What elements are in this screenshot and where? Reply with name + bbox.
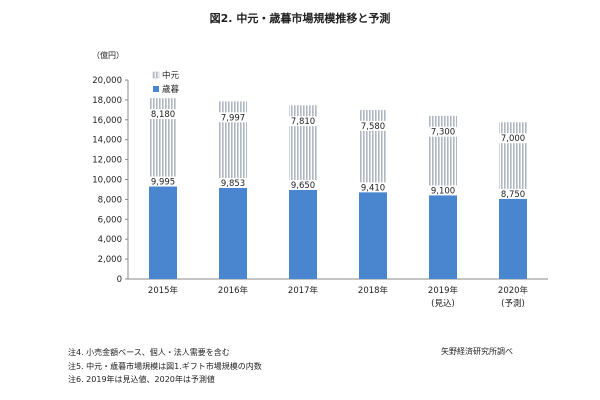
footnote-6: 注6. 2019年は見込値、2020年は予測値: [68, 375, 215, 384]
data-label-chugen: 7,997: [221, 113, 245, 123]
legend-label-chugen: 中元: [162, 70, 180, 81]
y-axis-unit-label: （億円）: [92, 51, 124, 60]
data-label-chugen: 7,580: [361, 122, 385, 132]
legend-swatch-chugen: [152, 71, 160, 79]
data-label-seibo: 8,750: [501, 190, 525, 200]
y-tick-label: 2,000: [98, 255, 122, 265]
footnotes: 注4. 小売金額ベース、個人・法人需要を含む 注5. 中元・歳暮市場規模は図1.…: [68, 346, 262, 387]
y-tick-label: 16,000: [92, 116, 122, 126]
bar-chugen: [499, 122, 527, 192]
y-tick-label: 6,000: [98, 215, 122, 225]
data-label-bg: [148, 176, 178, 187]
data-label-seibo: 9,650: [291, 181, 315, 191]
legend-label-seibo: 歳暮: [162, 84, 180, 95]
y-tick-label: 20,000: [92, 76, 122, 86]
data-label-bg: [498, 133, 528, 144]
bar-chugen: [429, 115, 457, 189]
bar-seibo: [219, 180, 247, 279]
data-label-bg: [148, 109, 178, 120]
data-label-chugen: 7,300: [431, 128, 455, 138]
data-label-chugen: 7,000: [501, 134, 525, 144]
y-tick-label: 12,000: [92, 156, 122, 166]
data-label-bg: [288, 116, 318, 127]
footnote-5: 注5. 中元・歳暮市場規模は図1.ギフト市場規模の内数: [68, 361, 262, 371]
legend-swatch-seibo: [153, 86, 159, 92]
bar-seibo: [359, 185, 387, 279]
data-label-seibo: 9,410: [361, 183, 385, 193]
data-label-bg: [218, 177, 248, 188]
x-tick-label: 2020年: [498, 285, 529, 296]
data-label-bg: [428, 126, 458, 137]
source-note: 矢野経済研究所調べ: [441, 347, 513, 356]
bar-seibo: [149, 179, 177, 279]
bar-seibo: [289, 182, 317, 279]
data-label-chugen: 8,180: [151, 110, 175, 120]
y-tick-label: 10,000: [92, 176, 122, 186]
y-tick-label: 14,000: [92, 136, 122, 146]
bar-seibo: [429, 188, 457, 279]
y-tick-label: 4,000: [98, 235, 122, 245]
y-tick-label: 18,000: [92, 96, 122, 106]
y-tick-label: 0: [117, 275, 122, 285]
bar-seibo: [499, 191, 527, 279]
x-tick-label: 2016年: [218, 285, 249, 296]
data-label-chugen: 7,810: [291, 117, 315, 127]
x-tick-sublabel: (見込): [431, 298, 455, 309]
data-label-bg: [218, 112, 248, 123]
data-label-seibo: 9,995: [151, 178, 175, 188]
x-tick-label: 2017年: [288, 285, 319, 296]
data-label-bg: [498, 188, 528, 199]
y-tick-label: 8,000: [98, 195, 122, 205]
data-label-bg: [358, 182, 388, 193]
x-tick-label: 2019年: [428, 285, 459, 296]
data-label-bg: [358, 120, 388, 131]
data-label-seibo: 9,853: [221, 179, 245, 189]
x-tick-sublabel: (予測): [501, 298, 525, 309]
x-tick-label: 2015年: [148, 285, 179, 296]
data-label-bg: [428, 185, 458, 196]
chart-title: 図2. 中元・歳暮市場規模推移と予測: [209, 12, 391, 25]
footnote-4: 注4. 小売金額ベース、個人・法人需要を含む: [68, 348, 230, 357]
data-label-seibo: 9,100: [431, 186, 455, 196]
data-label-bg: [288, 179, 318, 190]
x-tick-label: 2018年: [358, 285, 389, 296]
